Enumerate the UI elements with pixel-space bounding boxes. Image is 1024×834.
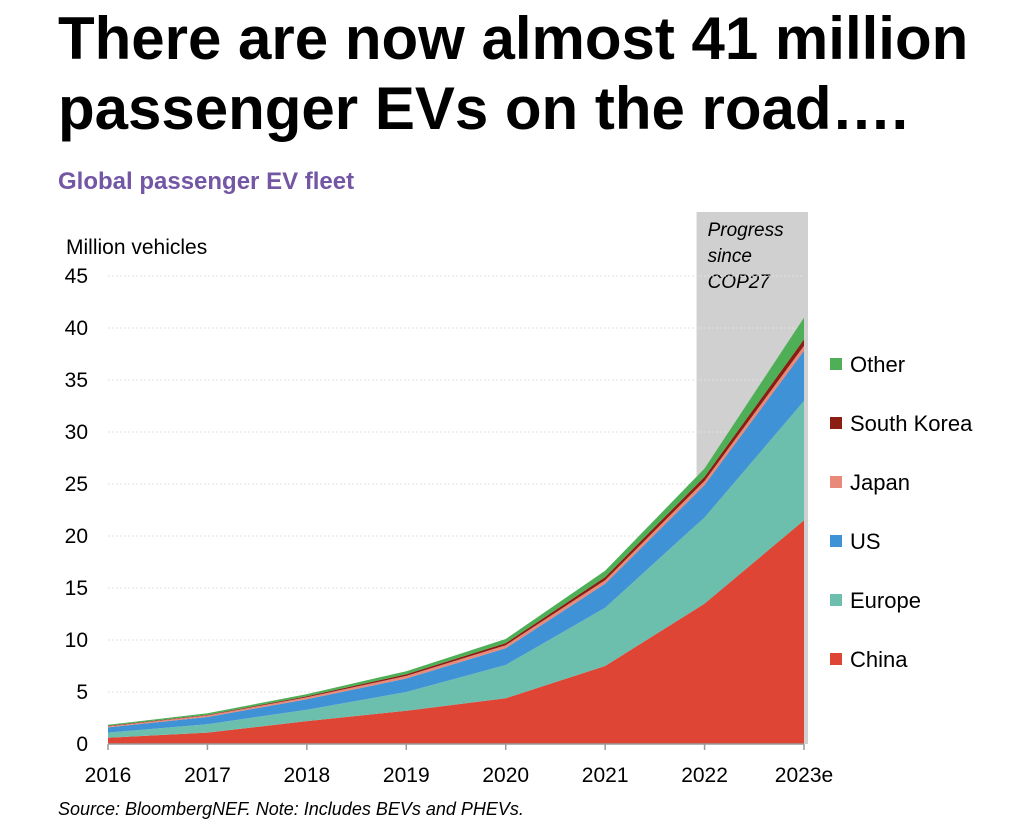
y-tick-label: 25 (65, 473, 88, 496)
y-tick-label: 5 (76, 681, 88, 704)
highlight-label-line: Progress (708, 220, 785, 241)
legend-swatch (830, 358, 842, 370)
x-tick-label: 2023e (775, 764, 833, 787)
y-tick-label: 20 (65, 525, 88, 548)
source-note: Source: BloombergNEF. Note: Includes BEV… (58, 799, 524, 819)
highlight-label-line: since (708, 246, 752, 267)
x-tick-label: 2017 (184, 764, 231, 787)
legend-swatch (830, 476, 842, 488)
y-tick-label: 30 (65, 421, 88, 444)
stacked-areas (108, 317, 804, 744)
y-tick-label: 0 (76, 733, 88, 756)
area-us (108, 350, 804, 733)
y-axis-label: Million vehicles (66, 236, 207, 259)
y-tick-label: 45 (65, 265, 88, 288)
x-tick-label: 2022 (681, 764, 728, 787)
x-tick-label: 2019 (383, 764, 430, 787)
y-tick-label: 10 (65, 629, 88, 652)
y-tick-label: 40 (65, 317, 88, 340)
x-tick-label: 2021 (582, 764, 629, 787)
legend-swatch (830, 653, 842, 665)
legend-label: US (850, 529, 881, 554)
legend-label: South Korea (850, 411, 973, 436)
legend-label: Europe (850, 588, 921, 613)
chart-title: Global passenger EV fleet (58, 168, 355, 195)
legend-label: Other (850, 352, 905, 377)
y-tick-label: 35 (65, 369, 88, 392)
y-tick-label: 15 (65, 577, 88, 600)
legend: Other South Korea Japan US Europe China (830, 352, 973, 672)
legend-label: China (850, 647, 908, 672)
area-europe (108, 400, 804, 738)
highlight-label-line: COP27 (708, 272, 772, 293)
legend-label: Japan (850, 470, 910, 495)
x-tick-label: 2020 (482, 764, 529, 787)
axes: 0 5 10 15 20 25 30 35 40 45 2016 2017 2018 2019 2020 20… (65, 265, 834, 787)
headline: There are now almost 41 million passenge… (58, 5, 969, 142)
area-china (108, 520, 804, 744)
x-tick-label: 2018 (283, 764, 330, 787)
legend-swatch (830, 594, 842, 606)
legend-swatch (830, 535, 842, 547)
x-tick-label: 2016 (85, 764, 132, 787)
legend-swatch (830, 417, 842, 429)
